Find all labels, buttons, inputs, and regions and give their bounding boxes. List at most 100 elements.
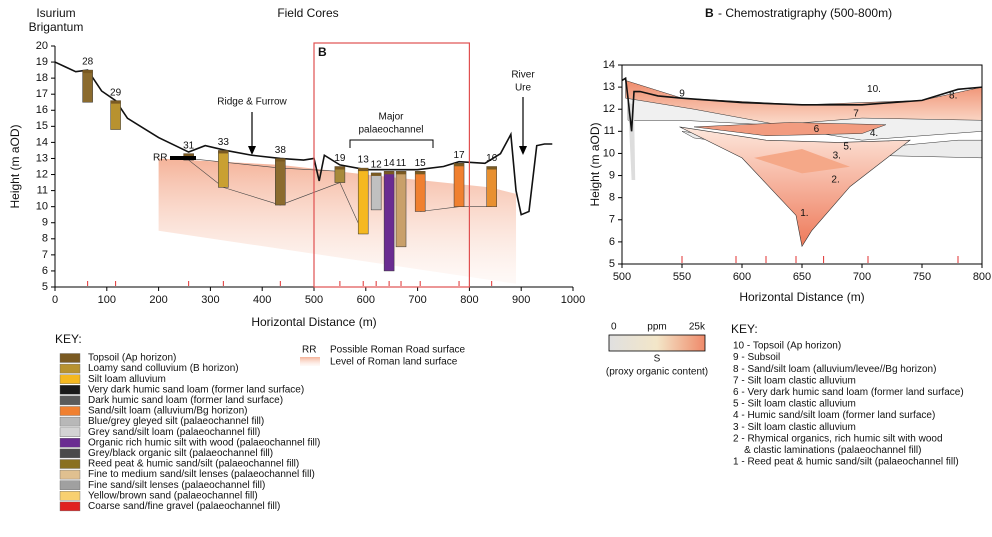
layer-label: 1. <box>800 208 808 219</box>
core-label: 19 <box>334 153 346 164</box>
x-tick-label: 550 <box>673 271 691 283</box>
arrow-head <box>519 146 527 155</box>
y-tick-label: 7 <box>609 214 615 226</box>
core-cap <box>486 166 497 170</box>
core-label: 15 <box>415 158 427 169</box>
key-label: Silt loam alluvium <box>88 374 166 385</box>
key-label: & clastic laminations (palaeochannel fil… <box>733 445 921 456</box>
colorbar-label: 0 <box>611 322 617 333</box>
y-axis-label: Height (m aOD) <box>588 122 602 206</box>
y-tick-label: 12 <box>603 103 615 115</box>
zoom-box-label: B <box>318 45 327 59</box>
y-tick-label: 14 <box>603 59 615 71</box>
key-swatch <box>59 459 81 469</box>
key-label: 3 - Silt loam clastic alluvium <box>733 422 856 433</box>
x-tick-label: 900 <box>512 294 530 306</box>
key-label: 7 - Silt loam clastic alluvium <box>733 375 856 386</box>
y-tick-label: 11 <box>37 185 48 197</box>
core-label: 14 <box>384 158 396 169</box>
core-label: 31 <box>183 140 195 151</box>
y-tick-label: 6 <box>609 236 615 248</box>
y-tick-label: 13 <box>603 81 615 93</box>
colorbar <box>608 334 706 352</box>
correlation-line <box>223 187 281 206</box>
panel-title: Field Cores <box>277 6 338 20</box>
core-label: 38 <box>275 145 287 156</box>
key-label: 10 - Topsoil (Ap horizon) <box>733 341 841 352</box>
y-tick-label: 15 <box>36 120 48 132</box>
core-cap <box>334 166 345 170</box>
place-label: Isurium <box>36 6 75 20</box>
x-tick-label: 750 <box>913 271 931 283</box>
zoom-box <box>313 42 470 288</box>
key-label: 1 - Reed peat & humic sand/silt (palaeoc… <box>733 457 959 468</box>
y-tick-label: 8 <box>42 233 48 245</box>
key-title: KEY: <box>731 322 758 336</box>
key-swatch <box>59 480 81 490</box>
core-label: 11 <box>396 158 407 169</box>
x-tick-label: 800 <box>460 294 478 306</box>
y-tick-label: 16 <box>36 104 48 116</box>
colorbar-caption: (proxy organic content) <box>606 367 708 378</box>
annotation: RR <box>153 153 167 164</box>
key-label: Grey sand/silt loam (palaeochannel fill) <box>88 427 260 438</box>
y-tick-label: 10 <box>603 147 615 159</box>
key-label: Grey/black organic silt (palaeochannel f… <box>88 448 273 459</box>
key-swatch <box>59 448 81 459</box>
key-label: 5 - Silt loam clastic alluvium <box>733 399 856 410</box>
x-tick-label: 500 <box>305 294 323 306</box>
core-cap <box>183 153 194 157</box>
core-label: 13 <box>358 155 370 166</box>
key-swatch <box>59 406 81 416</box>
y-tick-label: 12 <box>36 168 48 180</box>
colorbar-label: ppm <box>647 322 666 333</box>
layer-label: 2. <box>831 175 839 186</box>
key-label: Fine sand/silt lenses (palaeochannel fil… <box>88 480 265 491</box>
x-tick-label: 700 <box>853 271 871 283</box>
key-label: 6 - Very dark humic sand loam (former la… <box>733 387 964 398</box>
y-tick-label: 7 <box>42 249 48 261</box>
x-tick-label: 650 <box>793 271 811 283</box>
key-swatch <box>59 353 81 363</box>
x-tick-label: 400 <box>253 294 271 306</box>
colorbar-label: 25k <box>689 322 706 333</box>
key-swatch <box>59 385 81 395</box>
layer-fill <box>754 149 850 174</box>
annotation: Major <box>378 112 404 123</box>
core-cap <box>358 168 369 172</box>
annotation: Ridge & Furrow <box>217 97 287 108</box>
correlation-line <box>420 206 460 212</box>
y-tick-label: 9 <box>609 169 615 181</box>
y-tick-label: 10 <box>36 201 48 213</box>
core-cap <box>371 172 382 176</box>
key-swatch <box>59 427 81 437</box>
arrow-head <box>248 146 256 155</box>
core <box>383 171 395 272</box>
correlation-line <box>188 158 281 169</box>
correlation-line <box>280 182 341 206</box>
layer-label: 4. <box>870 128 878 139</box>
y-tick-label: 6 <box>42 265 48 277</box>
key-swatch <box>300 357 320 366</box>
core <box>370 172 382 211</box>
place-label: Brigantum <box>29 20 84 34</box>
bracket <box>349 139 434 148</box>
y-tick-label: 11 <box>604 125 615 137</box>
layer-label: 7 <box>853 108 859 119</box>
key-label: Loamy sand colluvium (B horizon) <box>88 363 239 374</box>
key-label: Very dark humic sand loam (former land s… <box>88 384 304 395</box>
key-swatch <box>59 416 81 427</box>
key-label: Fine to medium sand/silt lenses (palaeoc… <box>88 469 315 480</box>
y-tick-label: 18 <box>36 72 48 84</box>
key-label: Topsoil (Ap horizon) <box>88 353 176 364</box>
panel-title-letter: B <box>705 6 714 20</box>
correlation-line <box>280 167 340 172</box>
core <box>414 171 426 212</box>
key-swatch <box>59 469 81 480</box>
y-tick-label: 17 <box>36 88 48 100</box>
key-label: 2 - Rhymical organics, rich humic silt w… <box>733 433 943 444</box>
core <box>453 163 465 207</box>
key-label: Level of Roman land surface <box>330 357 458 368</box>
core <box>82 69 93 103</box>
